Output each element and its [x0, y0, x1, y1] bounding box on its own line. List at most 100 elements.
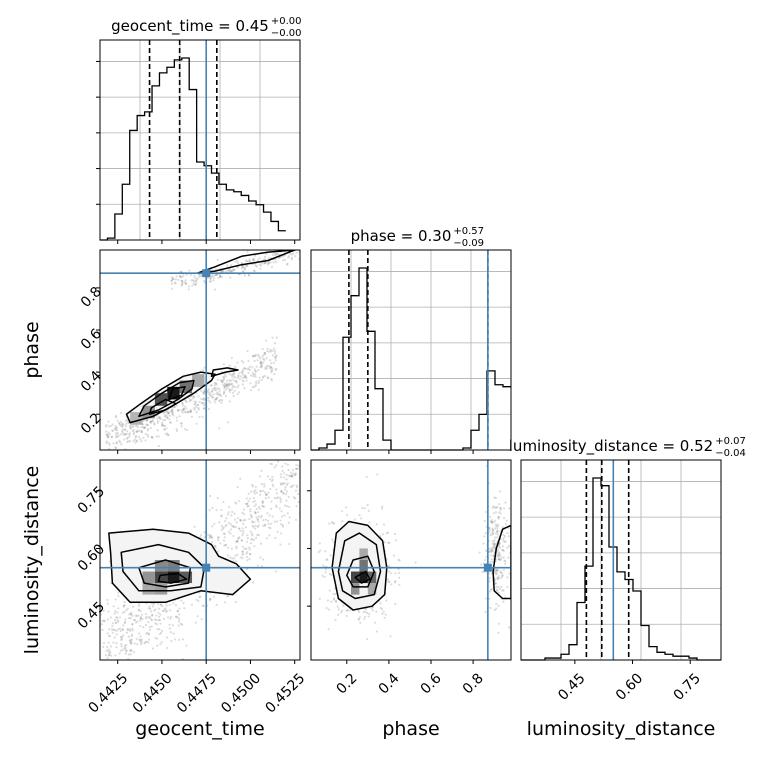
sample-point	[490, 521, 494, 524]
sample-point	[175, 428, 178, 431]
sample-point	[148, 605, 151, 608]
sample-point	[156, 637, 159, 640]
sample-point	[270, 522, 273, 525]
sample-point	[226, 554, 230, 557]
sample-point	[166, 616, 170, 619]
sample-point	[500, 576, 503, 579]
sample-point	[253, 368, 256, 371]
sample-point	[353, 518, 356, 521]
sample-point	[493, 545, 496, 549]
sample-point	[231, 557, 234, 560]
sample-point	[381, 505, 384, 508]
sample-point	[150, 625, 153, 628]
sample-point	[276, 530, 279, 533]
sample-point	[147, 641, 150, 644]
sample-point	[181, 638, 185, 641]
sample-point	[499, 508, 502, 512]
sample-point	[242, 532, 245, 535]
sample-point	[129, 629, 132, 633]
sample-point	[180, 599, 183, 602]
sample-point	[182, 408, 185, 411]
sample-point	[244, 502, 247, 505]
title-main: geocent_time = 0.45	[111, 17, 269, 36]
sample-point	[266, 475, 270, 478]
sample-point	[181, 280, 184, 283]
sample-point	[368, 521, 371, 524]
sample-point	[141, 665, 143, 667]
sample-point	[130, 633, 134, 636]
sample-point	[236, 393, 239, 396]
sample-point	[268, 526, 271, 529]
density-bin	[142, 571, 155, 584]
sample-point	[134, 425, 138, 428]
sample-point	[126, 430, 129, 433]
sample-point	[290, 455, 292, 457]
sample-point	[237, 391, 241, 394]
sample-point	[219, 398, 222, 402]
sample-point	[102, 666, 104, 668]
sample-point	[179, 275, 182, 279]
sample-point	[269, 462, 272, 465]
sample-point	[201, 398, 205, 401]
sample-point	[264, 258, 267, 261]
sample-point	[159, 416, 162, 419]
sample-point	[283, 258, 287, 262]
sample-point	[337, 613, 340, 616]
sample-point	[179, 275, 182, 278]
sample-point	[334, 599, 338, 602]
contour	[148, 398, 177, 415]
sample-point	[171, 410, 174, 413]
sample-point	[154, 622, 157, 625]
sample-point	[497, 554, 501, 558]
sample-point	[501, 545, 505, 548]
sample-point	[217, 393, 220, 396]
sample-point	[247, 504, 250, 507]
sample-point	[272, 261, 275, 264]
sample-point	[501, 548, 504, 552]
sample-point	[249, 510, 252, 513]
sample-point	[175, 416, 178, 419]
contour	[157, 572, 188, 584]
sample-point	[291, 469, 295, 472]
sample-point	[151, 647, 155, 650]
sample-point	[135, 424, 138, 427]
sample-point	[234, 554, 237, 557]
sample-point	[265, 537, 268, 540]
sample-point	[158, 615, 161, 619]
sample-point	[514, 535, 516, 537]
sample-point	[166, 432, 169, 435]
sample-point	[495, 588, 498, 592]
sample-point	[280, 489, 283, 492]
sample-point	[136, 620, 139, 623]
sample-point	[173, 405, 177, 409]
sample-point	[271, 478, 274, 481]
sample-point	[210, 390, 214, 393]
sample-point	[262, 357, 265, 361]
sample-point	[107, 650, 110, 653]
sample-point	[496, 589, 499, 592]
sample-point	[500, 556, 503, 559]
sample-point	[237, 499, 241, 503]
sample-point	[192, 279, 195, 282]
sample-point	[225, 383, 229, 386]
sample-point	[248, 558, 251, 561]
sample-point	[271, 253, 274, 257]
sample-point	[264, 374, 267, 378]
sample-point	[102, 619, 106, 622]
sample-point	[220, 524, 223, 528]
sample-point	[116, 616, 119, 619]
sample-point	[394, 539, 397, 542]
sample-point	[157, 435, 160, 438]
sample-point	[332, 597, 336, 600]
sample-point	[270, 462, 274, 466]
sample-point	[234, 380, 237, 383]
sample-point	[293, 474, 296, 477]
sample-point	[215, 398, 218, 401]
sample-point	[209, 598, 212, 601]
sample-point	[213, 382, 217, 385]
sample-point	[223, 384, 226, 388]
sample-point	[203, 390, 206, 393]
sample-point	[190, 279, 193, 282]
sample-point	[252, 490, 256, 493]
sample-point	[174, 278, 177, 281]
